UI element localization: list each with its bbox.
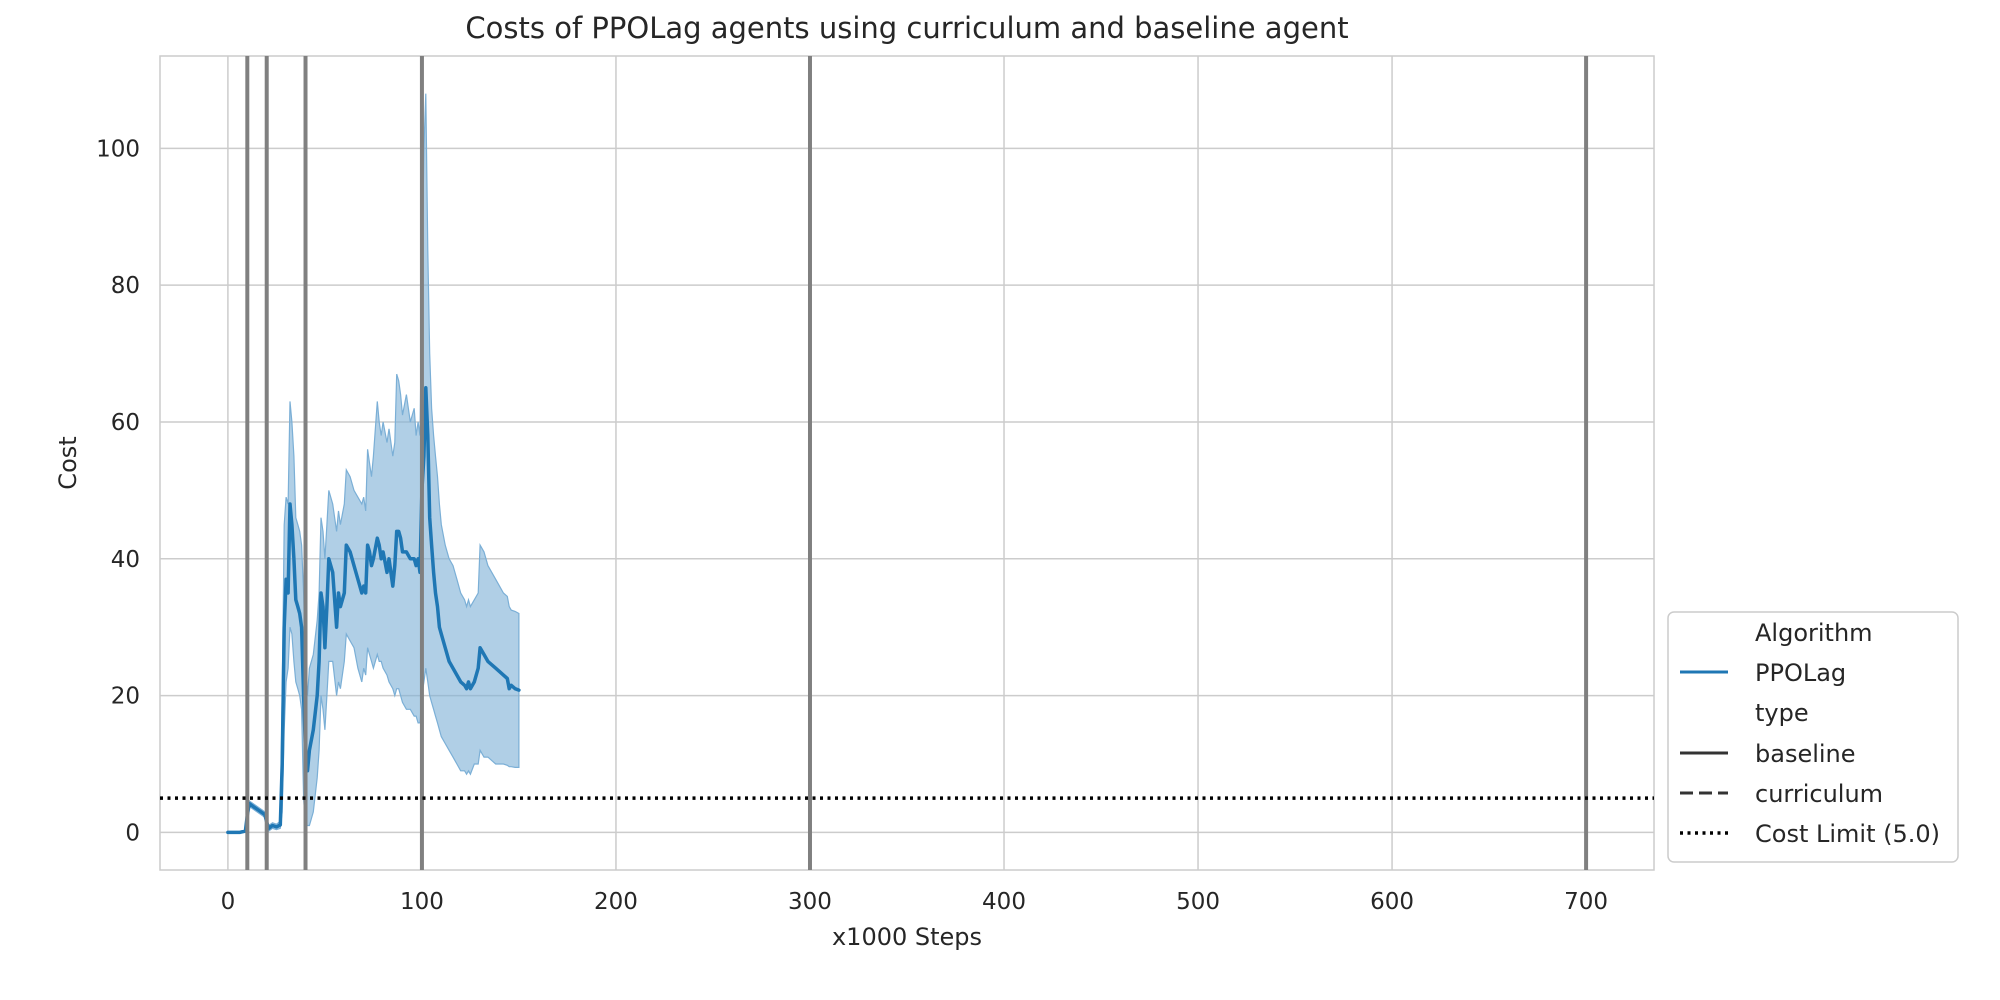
legend-box <box>1667 611 1959 863</box>
x-tick-label: 100 <box>400 889 444 915</box>
y-tick-label: 20 <box>111 684 140 710</box>
x-tick-labels: 0 100 200 300 400 500 600 700 <box>221 889 1608 915</box>
x-tick-label: 600 <box>1370 889 1414 915</box>
legend-entry-baseline: baseline <box>1755 740 1856 768</box>
chart-title: Costs of PPOLag agents using curriculum … <box>465 11 1348 45</box>
y-tick-label: 40 <box>111 547 140 573</box>
vertical-lines-layer <box>245 56 1589 870</box>
legend-entry-ppolag: PPOLag <box>1755 659 1846 687</box>
y-axis-label: Cost <box>54 436 82 489</box>
x-axis-label: x1000 Steps <box>832 923 982 951</box>
x-tick-label: 0 <box>221 889 236 915</box>
x-tick-label: 200 <box>594 889 638 915</box>
legend-title-type: type <box>1755 699 1809 727</box>
y-tick-label: 100 <box>96 136 140 162</box>
x-tick-label: 400 <box>982 889 1026 915</box>
legend-title-algorithm: Algorithm <box>1755 619 1873 647</box>
y-tick-label: 0 <box>125 820 140 846</box>
series-line-ppolag <box>226 386 521 835</box>
x-tick-label: 300 <box>788 889 832 915</box>
y-tick-label: 60 <box>111 410 140 436</box>
x-tick-label: 700 <box>1564 889 1608 915</box>
y-tick-label: 80 <box>111 273 140 299</box>
y-tick-labels: 0 20 40 60 80 100 <box>96 136 140 846</box>
series-line-layer <box>226 386 521 835</box>
legend-entry-cost-limit: Cost Limit (5.0) <box>1755 820 1940 848</box>
x-tick-label: 500 <box>1176 889 1220 915</box>
legend-entry-curriculum: curriculum <box>1755 780 1883 808</box>
legend: Algorithm PPOLag type baseline curriculu… <box>1667 611 1959 863</box>
